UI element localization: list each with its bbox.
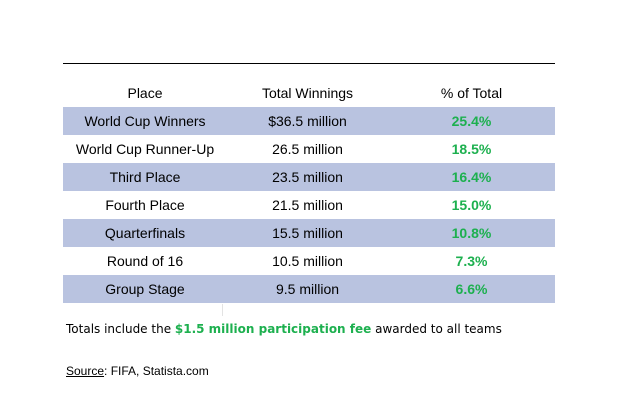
table-row: Third Place 23.5 million 16.4% bbox=[63, 163, 555, 191]
place-cell: Quarterfinals bbox=[63, 219, 227, 247]
note-suffix: awarded to all teams bbox=[371, 322, 502, 336]
column-header-percent-of-total: % of Total bbox=[388, 80, 555, 107]
percent-cell: 25.4% bbox=[388, 106, 555, 135]
place-cell: World Cup Runner-Up bbox=[75, 141, 215, 157]
prize-table-container: Place Total Winnings % of Total World Cu… bbox=[63, 63, 555, 303]
participation-fee-note: Totals include the $1.5 million particip… bbox=[66, 322, 502, 336]
table-row: Quarterfinals 15.5 million 10.8% bbox=[63, 219, 555, 247]
prize-money-table: Place Total Winnings % of Total World Cu… bbox=[63, 80, 555, 303]
divider-tick bbox=[222, 304, 223, 316]
place-cell: World Cup Winners bbox=[63, 106, 227, 135]
percent-cell: 7.3% bbox=[455, 253, 488, 269]
percent-cell: 18.5% bbox=[451, 141, 492, 157]
place-cell: Round of 16 bbox=[106, 253, 184, 269]
table-top-rule bbox=[63, 63, 555, 64]
table-body: World Cup Winners $36.5 million 25.4% World… bbox=[63, 106, 555, 303]
percent-cell: 10.8% bbox=[388, 219, 555, 247]
source-text: : FIFA, Statista.com bbox=[104, 364, 209, 378]
winnings-cell: 10.5 million bbox=[272, 253, 343, 269]
percent-cell: 6.6% bbox=[388, 275, 555, 303]
source-line: Source: FIFA, Statista.com bbox=[66, 364, 209, 378]
column-header-place: Place bbox=[63, 80, 227, 107]
winnings-cell: 26.5 million bbox=[272, 141, 343, 157]
winnings-cell: 15.5 million bbox=[227, 219, 388, 247]
winnings-cell: 21.5 million bbox=[272, 197, 343, 213]
winnings-cell: 23.5 million bbox=[227, 163, 388, 191]
percent-cell: 16.4% bbox=[388, 163, 555, 191]
table-row: Group Stage 9.5 million 6.6% bbox=[63, 275, 555, 303]
table-row: World Cup Runner-Up 26.5 million 18.5% bbox=[63, 135, 555, 163]
place-cell: Third Place bbox=[63, 163, 227, 191]
percent-cell: 15.0% bbox=[451, 197, 492, 213]
note-highlight: $1.5 million participation fee bbox=[174, 322, 372, 336]
place-cell: Fourth Place bbox=[105, 197, 185, 213]
column-header-total-winnings: Total Winnings bbox=[227, 80, 388, 107]
place-cell: Group Stage bbox=[63, 275, 227, 303]
source-label: Source bbox=[66, 364, 105, 378]
note-prefix: Totals include the bbox=[66, 322, 175, 336]
table-row: World Cup Winners $36.5 million 25.4% bbox=[63, 106, 555, 135]
table-header-row: Place Total Winnings % of Total bbox=[63, 80, 555, 107]
table-row: Round of 16 10.5 million 7.3% bbox=[63, 247, 555, 275]
table-row: Fourth Place 21.5 million 15.0% bbox=[63, 191, 555, 219]
winnings-cell: 9.5 million bbox=[227, 275, 388, 303]
winnings-cell: $36.5 million bbox=[227, 106, 388, 135]
